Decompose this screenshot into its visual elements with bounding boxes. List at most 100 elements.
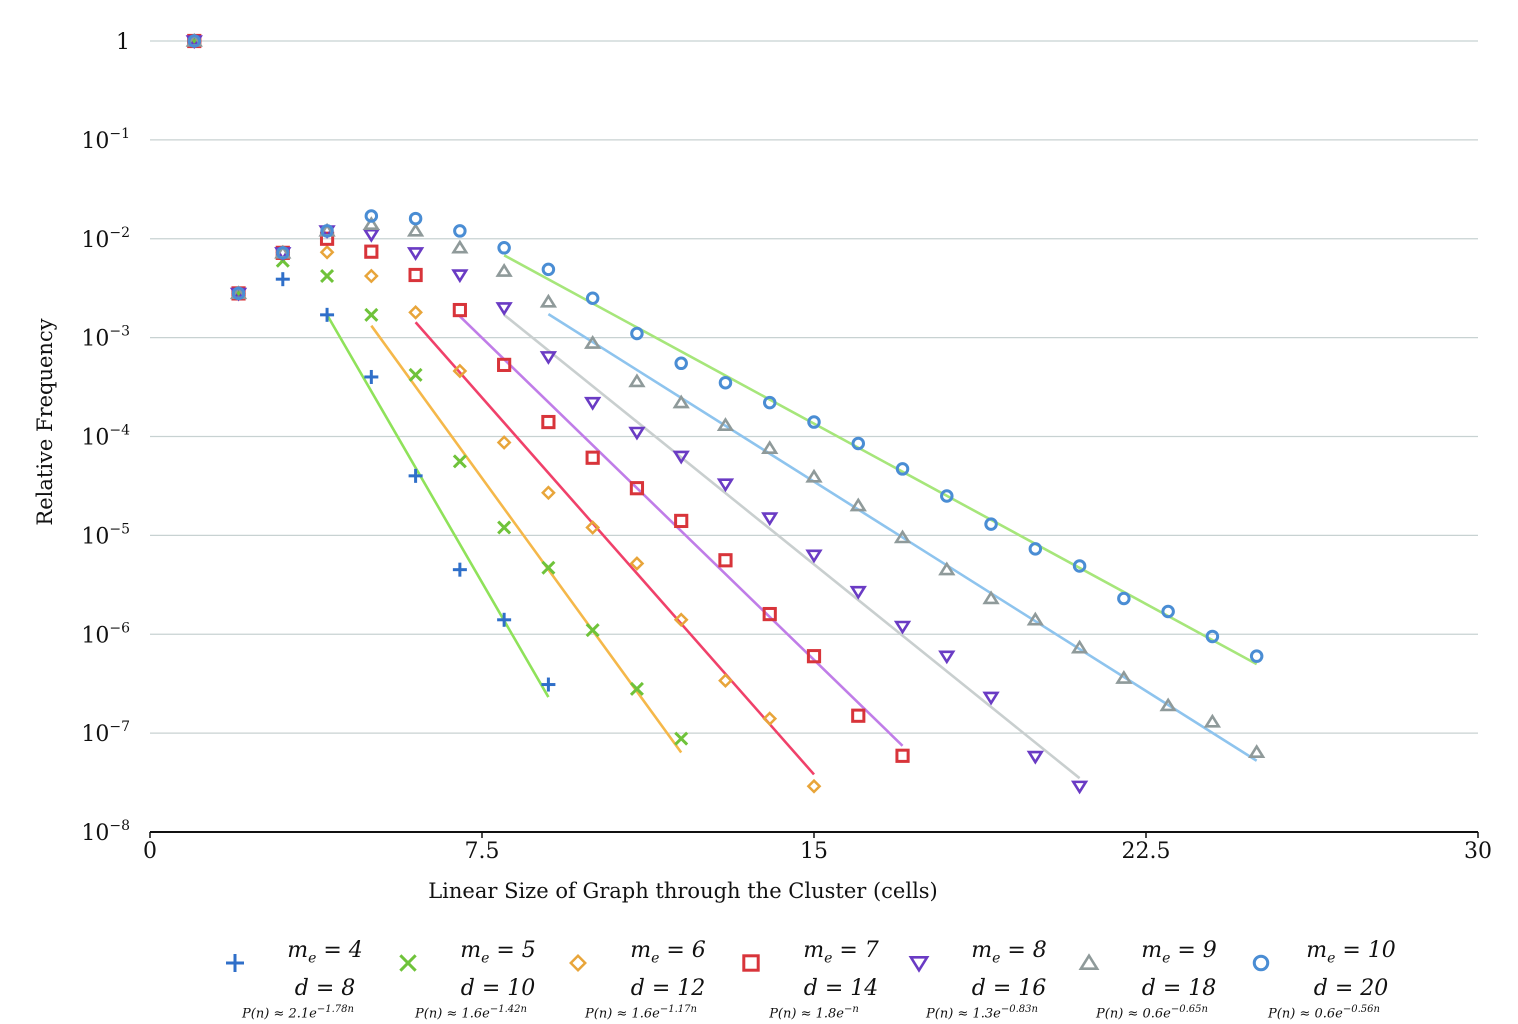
data-point-circle (1252, 954, 1270, 972)
data-point-square (319, 231, 335, 246)
data-point-square (452, 302, 467, 318)
data-point-triangle-up (539, 293, 558, 308)
fit-line (547, 313, 1258, 762)
data-point-square (585, 450, 600, 465)
data-point-diamond (541, 485, 556, 501)
data-point-triangle-down (1026, 750, 1044, 765)
data-point-plus (497, 612, 512, 627)
data-point-square (851, 708, 866, 723)
data-point-triangle-down (908, 956, 930, 973)
data-point-circle (1072, 559, 1087, 573)
x-tick-label: 0 (143, 839, 157, 864)
data-point-circle (762, 395, 777, 410)
data-point-triangle-up (1070, 639, 1089, 654)
data-point-diamond (673, 612, 689, 628)
legend-marker-icon (908, 956, 930, 973)
data-point-triangle-up (362, 216, 380, 231)
x-tick-label: 30 (1464, 839, 1492, 864)
data-point-triangle-down (849, 585, 867, 600)
x-tick-label: 15 (800, 839, 828, 864)
data-point-square (762, 606, 777, 622)
legend-d-label: d = 8 (294, 976, 356, 1001)
data-point-circle (1028, 542, 1043, 556)
data-point-plus (275, 272, 290, 287)
data-point-triangle-up (982, 590, 1000, 605)
legend-item: me = 5 d = 10 P(n) ≈ 1.6e−1.42n (395, 936, 595, 1022)
legend-item: me = 7 d = 14 P(n) ≈ 1.8e−n (738, 936, 938, 1022)
data-point-circle (364, 209, 379, 223)
data-point-diamond (806, 778, 822, 794)
data-point-circle (895, 462, 910, 476)
data-point-triangle-up (1115, 669, 1133, 684)
legend-d-label: d = 10 (460, 976, 536, 1001)
data-point-circle (1249, 649, 1264, 663)
data-point-circle (408, 211, 423, 226)
legend-item: me = 4 d = 8 P(n) ≈ 2.1e−1.78n (222, 936, 422, 1022)
data-point-circle (585, 291, 600, 306)
data-point-square (541, 414, 556, 430)
data-point-diamond (585, 520, 601, 535)
data-point-triangle-down (584, 396, 602, 411)
data-point-triangle-up (1248, 744, 1266, 758)
legend-fit-label: P(n) ≈ 1.3e−0.83n (926, 1004, 1038, 1022)
data-point-triangle-up (1026, 611, 1044, 626)
data-point-triangle-up (406, 222, 425, 237)
legend-fit-label: P(n) ≈ 1.6e−1.17n (585, 1004, 697, 1022)
fit-line (503, 254, 1258, 666)
data-point-triangle-down (628, 426, 646, 441)
legend-fit-label: P(n) ≈ 0.6e−0.65n (1096, 1004, 1208, 1022)
data-point-circle (453, 224, 467, 238)
data-point-x (399, 954, 417, 972)
legend-item: me = 10 d = 20 P(n) ≈ 0.6e−0.56n (1248, 936, 1448, 1022)
data-point-triangle-down (982, 691, 1000, 706)
legend-me-label: me = 4 (287, 938, 363, 967)
data-point-triangle-down (805, 549, 823, 564)
legend-marker-icon (569, 954, 587, 972)
data-point-circle (1117, 591, 1131, 606)
data-point-square (408, 267, 423, 283)
fit-line (503, 313, 1081, 780)
data-point-plus (226, 954, 244, 972)
data-point-diamond (496, 435, 512, 450)
y-tick-label: 10−2 (81, 225, 130, 253)
legend-d-label: d = 18 (1141, 976, 1217, 1001)
data-point-square (364, 244, 379, 259)
legend-me-label: me = 10 (1306, 938, 1396, 967)
data-point-circle (630, 326, 644, 341)
data-point-diamond (452, 363, 468, 379)
legend-me-label: me = 6 (630, 938, 706, 967)
y-tick-label: 10−4 (81, 423, 130, 451)
data-point-x (452, 454, 467, 469)
data-point-triangle-up (1203, 713, 1222, 728)
y-tick-label: 10−3 (81, 324, 130, 352)
y-tick-label: 10−5 (81, 521, 130, 549)
data-point-square (718, 553, 733, 568)
legend-item: me = 6 d = 12 P(n) ≈ 1.6e−1.17n (565, 936, 765, 1022)
data-points (185, 32, 1266, 795)
data-point-triangle-up (893, 529, 912, 544)
data-point-triangle-up (805, 468, 823, 483)
data-point-plus (320, 307, 335, 322)
x-tick-label: 22.5 (1122, 839, 1171, 864)
data-point-triangle-down (1070, 780, 1089, 795)
legend-item: me = 9 d = 18 P(n) ≈ 0.6e−0.65n (1076, 936, 1276, 1022)
data-point-triangle-down (495, 302, 513, 316)
data-point-circle (984, 517, 998, 531)
data-point-diamond (762, 711, 778, 727)
data-point-triangle-up (451, 239, 469, 254)
fit-line (370, 324, 683, 754)
data-point-circle (231, 286, 246, 301)
data-point-triangle-down (362, 228, 380, 243)
legend-marker-icon (1252, 954, 1270, 972)
legend-marker-icon (742, 954, 760, 972)
data-point-circle (674, 356, 688, 371)
legend-item: me = 8 d = 16 P(n) ≈ 1.3e−0.83n (906, 936, 1106, 1022)
legend-marker-icon (226, 954, 244, 972)
data-point-triangle-down (761, 512, 779, 527)
data-point-triangle-down (539, 351, 558, 365)
data-point-triangle-up (849, 497, 867, 512)
legend-me-label: me = 9 (1141, 938, 1217, 967)
data-point-plus (541, 677, 556, 692)
data-point-diamond (363, 268, 379, 284)
data-point-diamond (319, 244, 335, 260)
